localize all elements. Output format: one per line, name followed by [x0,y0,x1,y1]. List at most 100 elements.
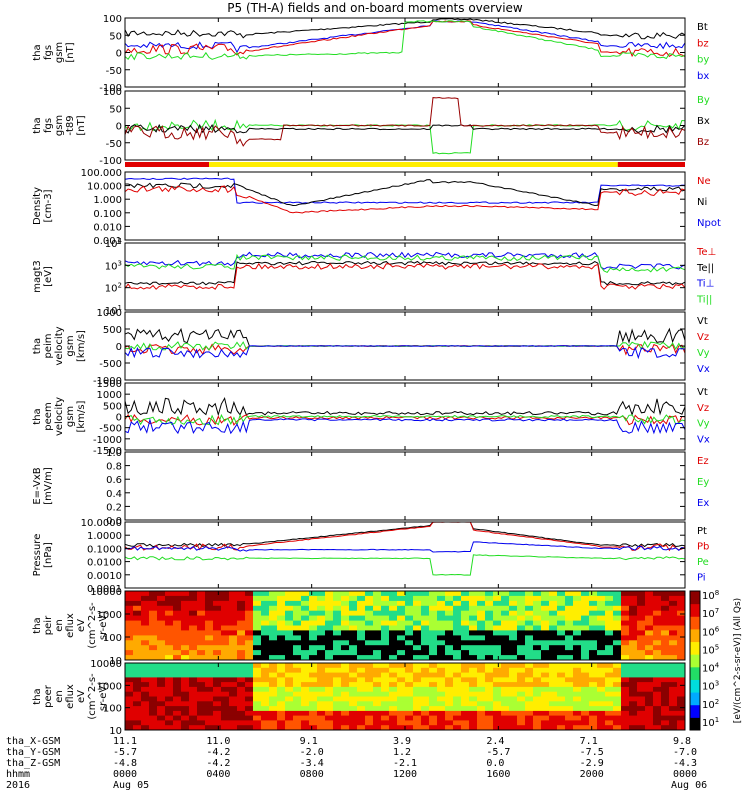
spectrogram-cell [493,720,502,726]
spectrogram-cell [317,682,326,688]
spectrogram-cell [285,667,294,674]
spectrogram-cell [613,605,622,612]
spectrogram-cell [485,706,494,712]
series-line-Bz [124,96,686,147]
colorbar-tick-label: 105 [702,643,719,656]
spectrogram-cell [357,663,366,669]
legend-Te||: Te|| [696,263,714,274]
spectrogram-cell [445,635,454,641]
spectrogram-cell [413,667,422,674]
spectrogram-cell [389,615,398,621]
spectrogram-cell [301,655,310,661]
spectrogram-cell [437,640,446,646]
spectrogram-cell [141,706,150,712]
spectrogram-cell [405,725,414,731]
colorbar-segment [690,591,700,605]
spectrogram-cell [413,655,422,661]
spectrogram-cell [245,715,254,721]
spectrogram-cell [309,701,318,707]
spectrogram-cell [245,677,254,683]
spectrogram-cell [573,640,582,646]
spectrogram-cell [477,715,486,721]
colorbar-tick-label: 106 [702,625,720,638]
spectrogram-cell [389,682,398,688]
spectrogram-cell [565,696,574,702]
spectrogram-cell [341,630,350,636]
spectrogram-cell [221,595,230,602]
spectrogram-cell [133,667,142,674]
spectrogram-cell [149,655,158,661]
spectrogram-cell [533,682,542,688]
spectrogram-cell [613,686,622,693]
y-tick-label: 0.001 [93,236,122,247]
legend-Pb: Pb [697,542,709,553]
spectrogram-cell [653,663,662,669]
spectrogram-cell [629,663,638,669]
spectrogram-cell [285,625,294,631]
spectrogram-cell [285,615,294,621]
spectrogram-cell [557,645,566,651]
spectrogram-cell [277,667,286,674]
spectrogram-cell [501,650,510,656]
spectrogram-cell [309,605,318,612]
spectrogram-cell [605,610,614,617]
spectrogram-cell [301,696,310,702]
spectrogram-cell [381,710,390,717]
spectrogram-cell [253,672,262,678]
spectrogram-cell [445,710,454,717]
spectrogram-cell [565,605,574,612]
spectrogram-cell [541,600,550,607]
spectrogram-cell [181,615,190,621]
spectrogram-cell [365,625,374,631]
spectrogram-cell [373,605,382,612]
spectrogram-cell [149,725,158,731]
spectrogram-cell [413,663,422,669]
spectrogram-cell [573,650,582,656]
spectrogram-cell [389,625,398,631]
spectrogram-cell [181,605,190,612]
spectrogram-cell [389,645,398,651]
spectrogram-cell [381,701,390,707]
spectrogram-cell [285,620,294,626]
spectrogram-cell [277,640,286,646]
spectrogram-cell [485,677,494,683]
spectrogram-cell [261,620,270,626]
spectrogram-cell [413,672,422,678]
spectrogram-cell [205,686,214,693]
spectrogram-cell [605,686,614,693]
spectrogram-cell [589,630,598,636]
spectrogram-cell [213,650,222,656]
spectrogram-cell [437,625,446,631]
spectrogram-cell [365,600,374,607]
spectrogram-cell [533,645,542,651]
spectrogram-cell [133,615,142,621]
spectrogram-cell [589,600,598,607]
spectrogram-cell [525,706,534,712]
spectrogram-cell [221,720,230,726]
spectrogram-cell [285,635,294,641]
spectrogram-cell [205,620,214,626]
spectrogram-cell [341,667,350,674]
spectrogram-cell [501,677,510,683]
spectrogram-cell [421,600,430,607]
spectrogram-cell [325,667,334,674]
spectrogram-cell [141,650,150,656]
spectrogram-cell [349,645,358,651]
series-line-Npot [124,185,686,214]
spectrogram-cell [421,645,430,651]
spectrogram-cell [493,706,502,712]
spectrogram-cell [525,620,534,626]
spectrogram-cell [477,610,486,617]
spectrogram-cell [325,655,334,661]
spectrogram-cell [397,720,406,726]
spectrogram-cell [461,715,470,721]
spectrogram-cell [205,610,214,617]
series-line-Vx [124,417,686,435]
spectrogram-cell [165,696,174,702]
spectrogram-cell [189,600,198,607]
spectrogram-cell [133,706,142,712]
spectrogram-cell [653,625,662,631]
spectrogram-cell [405,706,414,712]
spectrogram-cell [541,667,550,674]
spectrogram-cell [325,615,334,621]
